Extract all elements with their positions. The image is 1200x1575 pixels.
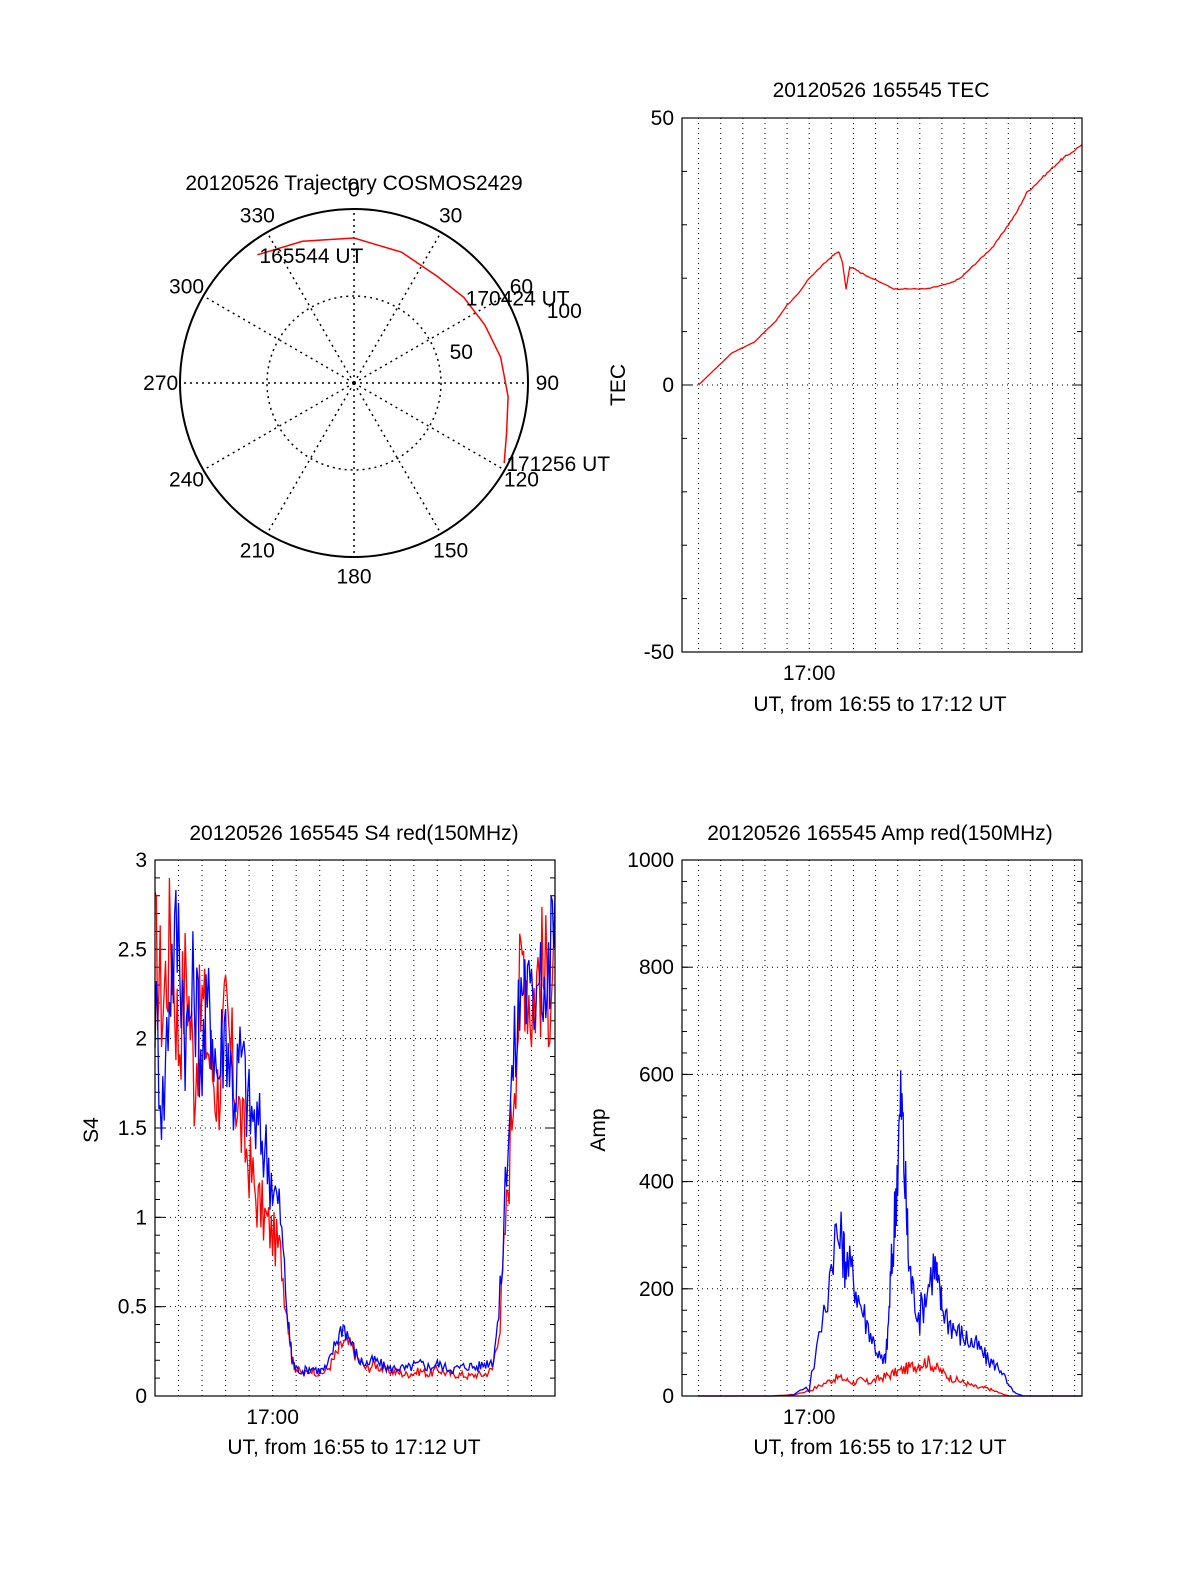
y-tick-label: 0 <box>135 1385 147 1408</box>
y-tick-label: 1000 <box>627 849 674 872</box>
plot-frame <box>681 117 1083 653</box>
polar-azimuth-label: 150 <box>433 539 468 562</box>
polar-inner-circle <box>266 295 442 471</box>
y-tick-label: 0.5 <box>118 1296 147 1319</box>
polar-azimuth-label: 90 <box>536 372 559 395</box>
polar-grid <box>179 208 529 558</box>
polar-radius-label: 100 <box>547 300 582 323</box>
tec-title: 20120526 165545 TEC <box>773 79 990 102</box>
s4-title: 20120526 165545 S4 red(150MHz) <box>189 822 518 845</box>
polar-spoke <box>202 295 355 384</box>
polar-spoke <box>353 382 442 535</box>
polar-azimuth-label: 180 <box>336 565 371 588</box>
polar-time-annotation: 165544 UT <box>259 245 363 268</box>
polar-spoke <box>202 382 355 471</box>
y-tick-label: 3 <box>135 849 147 872</box>
y-tick-label: 600 <box>639 1063 674 1086</box>
y-tick-label: 800 <box>639 956 674 979</box>
polar-time-annotation: 170424 UT <box>466 287 570 310</box>
polar-azimuth-label: 210 <box>240 539 275 562</box>
y-tick-label: 0 <box>662 1385 674 1408</box>
series-line <box>698 144 1083 386</box>
s4-panel: 20120526 165545 S4 red(150MHz) 0 0.5 1 1.5 2… <box>80 822 556 1459</box>
polar-azimuth-label: 330 <box>240 205 275 228</box>
polar-azimuth-label: 240 <box>169 469 204 492</box>
polar-spoke <box>266 382 355 535</box>
polar-azimuth-label: 270 <box>143 372 178 395</box>
amp-xlabel: UT, from 16:55 to 17:12 UT <box>753 1436 1006 1459</box>
polar-spoke <box>353 295 506 384</box>
y-tick-label: 50 <box>651 107 674 130</box>
series-line <box>698 1355 1082 1397</box>
x-tick-label: 17:00 <box>246 1406 299 1429</box>
s4-ylabel: S4 <box>80 1117 103 1143</box>
polar-azimuth-label: 30 <box>439 205 462 228</box>
tec-ylabel: TEC <box>607 364 630 406</box>
y-tick-label: 1.5 <box>118 1117 147 1140</box>
polar-outer-circle <box>179 208 529 558</box>
x-tick-label: 17:00 <box>783 1406 836 1429</box>
polar-track-line <box>257 237 509 463</box>
polar-azimuth-label: 60 <box>510 275 533 298</box>
amp-ylabel: Amp <box>587 1108 610 1151</box>
y-tick-label: 1 <box>135 1206 147 1229</box>
polar-azimuth-label: 0 <box>348 179 360 202</box>
y-tick-label: 2 <box>135 1028 147 1051</box>
polar-track <box>257 237 509 463</box>
series-line <box>154 889 556 1376</box>
plot-frame <box>681 859 1083 1397</box>
polar-spoke <box>353 231 442 384</box>
polar-radius-label: 50 <box>450 341 473 364</box>
polar-time-annotation: 171256 UT <box>506 453 610 476</box>
s4-xlabel: UT, from 16:55 to 17:12 UT <box>227 1436 480 1459</box>
trajectory-panel: 20120526 Trajectory COSMOS2429 0 30 60 90 12… <box>143 172 610 588</box>
series-line <box>698 1070 1082 1397</box>
y-tick-label: 400 <box>639 1171 674 1194</box>
y-tick-label: 200 <box>639 1278 674 1301</box>
s4-chart: 0 0.5 1 1.5 2 2.5 3 17:00 <box>118 849 556 1429</box>
trajectory-title: 20120526 Trajectory COSMOS2429 <box>185 172 522 195</box>
tec-panel: 20120526 165545 TEC -50 0 50 17:00 UT, from… <box>607 79 1083 716</box>
amp-title: 20120526 165545 Amp red(150MHz) <box>707 822 1053 845</box>
polar-spoke <box>353 382 506 471</box>
polar-azimuth-label: 300 <box>169 275 204 298</box>
amp-panel: 20120526 165545 Amp red(150MHz) 0 200 400 6… <box>587 822 1083 1459</box>
y-tick-label: 2.5 <box>118 938 147 961</box>
tec-chart: -50 0 50 17:00 <box>644 107 1083 685</box>
y-tick-label: -50 <box>644 641 674 664</box>
x-tick-label: 17:00 <box>783 662 836 685</box>
polar-spoke <box>266 231 355 384</box>
polar-labels: 0 30 60 90 120 150 180 210 240 270 300 330 50 100 1655… <box>143 179 610 589</box>
amp-chart: 0 200 400 600 800 1000 17:00 <box>627 849 1083 1429</box>
plot-frame <box>154 859 556 1397</box>
tec-xlabel: UT, from 16:55 to 17:12 UT <box>753 693 1006 716</box>
y-tick-label: 0 <box>662 374 674 397</box>
polar-azimuth-label: 120 <box>504 469 539 492</box>
